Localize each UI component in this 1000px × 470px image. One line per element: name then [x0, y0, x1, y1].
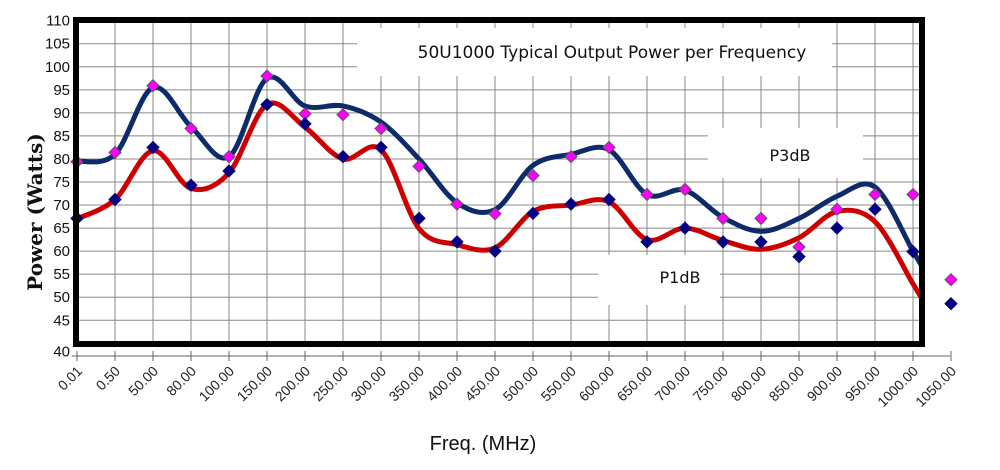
marker-p3db	[640, 187, 654, 202]
x-tick-label: 100.00	[196, 363, 238, 405]
marker-p1db	[792, 249, 806, 264]
title-background	[357, 28, 832, 76]
marker-p1db	[488, 244, 502, 258]
y-axis-title: Power (Watts)	[23, 133, 47, 291]
x-tick-label: 800.00	[728, 363, 770, 405]
marker-p1db	[526, 206, 540, 221]
x-tick-label: 1000.00	[874, 363, 921, 410]
marker-p1db	[146, 140, 160, 155]
marker-p1db	[374, 140, 388, 155]
marker-p3db	[336, 108, 350, 122]
marker-p1db	[412, 211, 426, 226]
y-tick-label: 105	[45, 36, 70, 53]
x-tick-label: 50.00	[125, 363, 161, 399]
y-tick-label: 70	[53, 197, 70, 214]
marker-p3db	[602, 140, 616, 155]
plot-frame	[73, 17, 925, 347]
marker-p3db	[488, 207, 502, 221]
marker-p3db	[716, 211, 730, 226]
p3db-annotation: P3dB	[770, 146, 811, 165]
y-tick-label: 85	[53, 128, 70, 145]
marker-p1db	[298, 117, 312, 131]
marker-p1db	[222, 164, 236, 178]
marker-p3db	[260, 69, 274, 83]
marker-p1db	[260, 97, 274, 112]
x-tick-label: 300.00	[348, 363, 390, 405]
marker-p1db	[868, 202, 882, 216]
x-axis-title: Freq. (MHz)	[430, 433, 537, 455]
marker-p3db	[450, 197, 464, 211]
marker-p1db	[336, 149, 350, 164]
y-tick-label: 55	[53, 266, 70, 283]
x-axis	[72, 351, 952, 361]
marker-p1db	[754, 235, 768, 249]
y-tick-label: 75	[53, 174, 70, 191]
x-tick-label: 250.00	[310, 363, 352, 405]
x-tick-label: 350.00	[386, 363, 428, 405]
y-tick-label: 110	[46, 13, 70, 30]
marker-p3db	[944, 272, 958, 287]
y-tick-label: 90	[53, 105, 70, 122]
marker-p1db	[108, 192, 122, 207]
marker-p3db	[526, 168, 540, 183]
marker-p1db	[830, 221, 844, 235]
marker-p3db	[868, 187, 882, 202]
marker-p3db	[754, 211, 768, 226]
x-axis-ticks: 0.01 0.50 50.00 80.00100.00150.00200.00250.…	[55, 363, 960, 410]
p1db-label-background	[598, 255, 720, 305]
marker-p3db	[184, 121, 198, 136]
marker-p3db	[412, 159, 426, 174]
marker-p3db	[146, 78, 160, 93]
marker-p1db	[678, 221, 692, 235]
x-tick-label: 500.00	[500, 363, 542, 405]
y-tick-label: 50	[53, 289, 70, 306]
x-tick-label: 150.00	[234, 363, 276, 405]
x-tick-label: 80.00	[163, 363, 199, 399]
chart-title: 50U1000 Typical Output Power per Frequen…	[418, 43, 807, 63]
marker-p3db	[108, 145, 122, 160]
x-tick-label: 600.00	[576, 363, 618, 405]
y-tick-label: 100	[45, 59, 70, 76]
x-tick-label: 750.00	[690, 363, 732, 405]
y-tick-label: 60	[53, 243, 70, 260]
marker-p1db	[716, 235, 730, 249]
x-tick-label: 400.00	[424, 363, 466, 405]
x-tick-label: 700.00	[652, 363, 694, 405]
marker-p1db	[564, 197, 578, 211]
y-tick-label: 40	[53, 343, 70, 360]
y-axis-ticks: 40 45 50 55 60 65 70 75 80 85 90 95 100 105 110	[45, 13, 70, 361]
marker-p1db	[184, 178, 198, 192]
curve-p1db	[75, 100, 924, 299]
p1db-annotation: P1dB	[660, 268, 701, 287]
marker-p3db	[374, 121, 388, 136]
curves	[75, 74, 924, 299]
y-tick-label: 95	[53, 82, 70, 99]
marker-p3db	[678, 182, 692, 197]
marker-p1db	[944, 296, 958, 311]
x-tick-label: 550.00	[538, 363, 580, 405]
marker-p3db	[906, 187, 920, 202]
marker-p1db	[640, 235, 654, 249]
p3db-label-background	[708, 128, 863, 178]
marker-p3db	[564, 149, 578, 164]
marker-p1db	[906, 244, 920, 259]
x-tick-label: 0.50	[93, 363, 124, 394]
curve-p3db	[76, 74, 924, 266]
x-tick-label: 850.00	[766, 363, 808, 405]
x-tick-label: 450.00	[462, 363, 504, 405]
marker-p1db	[602, 192, 616, 207]
y-tick-label: 45	[53, 312, 70, 329]
x-tick-label: 1050.00	[912, 363, 959, 410]
y-tick-label: 80	[53, 151, 70, 168]
x-tick-label: 200.00	[272, 363, 314, 405]
x-tick-label: 650.00	[614, 363, 656, 405]
marker-p1db	[450, 235, 464, 249]
x-tick-label: 0.01	[55, 363, 86, 394]
marker-p3db	[830, 202, 844, 216]
y-tick-label: 65	[53, 220, 70, 237]
marker-p3db	[222, 149, 236, 164]
x-tick-label: 900.00	[804, 363, 846, 405]
